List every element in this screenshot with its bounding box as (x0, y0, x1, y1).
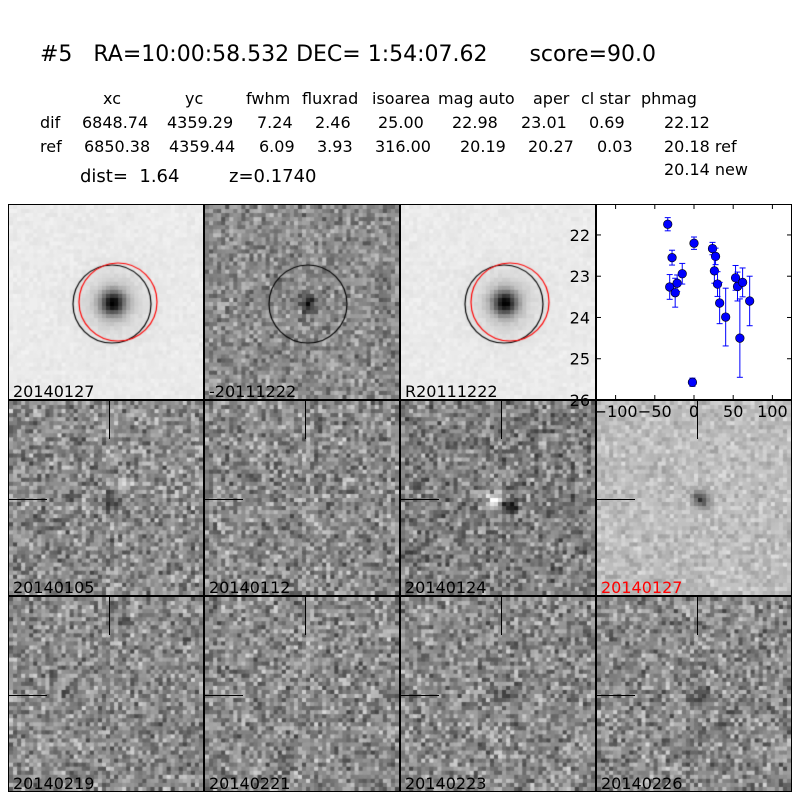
table-cell: 6850.38 (84, 137, 151, 156)
image-stamp[interactable]: 20140105 (8, 400, 204, 596)
image-stamp[interactable]: 20140223 (400, 596, 596, 792)
table-cell: 22.98 (452, 113, 498, 132)
crosshair-tick (305, 401, 306, 439)
column-header: isoarea (372, 89, 431, 108)
image-stamp[interactable]: R20111222 (400, 204, 596, 400)
y-tick-label: 22 (570, 226, 590, 245)
crosshair-tick (401, 695, 439, 696)
data-point (721, 312, 731, 322)
image-stamp[interactable]: 20140226 (596, 596, 792, 792)
data-point (712, 279, 723, 289)
row-name: ref (40, 137, 62, 156)
y-tick-label: 26 (570, 391, 590, 410)
x-tick-label: 0 (688, 402, 700, 421)
stamp-date-label: 20140219 (13, 774, 95, 792)
x-tick-label: −50 (637, 402, 672, 421)
x-tick-label: 50 (723, 402, 744, 421)
crosshair-tick (697, 401, 698, 439)
crosshair-tick (401, 499, 439, 500)
column-header: cl star (581, 89, 631, 108)
table-cell: 20.19 (460, 137, 506, 156)
dist-text: dist= 1.64 (80, 166, 180, 187)
table-cell: 316.00 (375, 137, 431, 156)
data-point (689, 238, 699, 248)
data-point (672, 278, 682, 288)
crosshair-tick (597, 499, 635, 500)
table-cell: 6848.74 (82, 113, 149, 132)
data-point (665, 282, 675, 292)
data-point (667, 253, 677, 263)
crosshair-tick (205, 499, 243, 500)
crosshair-tick (697, 597, 698, 635)
x-tick-label: −100 (593, 402, 638, 421)
image-stamp[interactable]: 20140219 (8, 596, 204, 792)
table-cell: 2.46 (315, 113, 351, 132)
light-curve-plot: 22 23 24 25 26 (570, 204, 792, 410)
y-tick-label: 24 (570, 308, 590, 327)
data-point (709, 266, 719, 276)
crosshair-tick (305, 597, 306, 635)
crosshair-tick (9, 499, 47, 500)
table-cell: 4359.29 (167, 113, 234, 132)
image-stamp[interactable]: -20111222 (204, 204, 400, 400)
stamp-date-label: 20140105 (13, 578, 95, 596)
table-cell: 6.09 (259, 137, 295, 156)
stamp-date-label: 20140112 (209, 578, 291, 596)
table-cell: 25.00 (378, 113, 424, 132)
y-tick-label: 25 (570, 350, 590, 369)
column-header: mag auto (438, 89, 515, 108)
page-title: #5 RA=10:00:58.532 DEC= 1:54:07.62 score… (40, 42, 656, 67)
stamp-date-label: 20140127 (601, 578, 683, 596)
image-stamp[interactable]: 20140221 (204, 596, 400, 792)
column-header: phmag (641, 89, 697, 108)
data-point (745, 296, 755, 306)
data-point (677, 269, 687, 279)
stamp-date-label: 20140223 (405, 774, 487, 792)
image-stamp[interactable]: 20140112 (204, 400, 400, 596)
stamp-date-label: 20140124 (405, 578, 487, 596)
table-cell: 20.27 (528, 137, 574, 156)
data-point (735, 333, 745, 343)
crosshair-tick (109, 401, 110, 439)
table-cell: 3.93 (317, 137, 353, 156)
table-cell: 22.12 (664, 113, 710, 132)
crosshair-tick (501, 401, 502, 439)
crosshair-tick (597, 695, 635, 696)
column-header: xc (103, 89, 121, 108)
data-point (738, 277, 748, 287)
stamp-date-label: R20111222 (405, 382, 498, 400)
stamp-date-label: -20111222 (209, 382, 297, 400)
crosshair-tick (501, 597, 502, 635)
table-cell: 0.69 (589, 113, 625, 132)
table-cell: 4359.44 (169, 137, 236, 156)
image-stamp[interactable]: 20140127 (8, 204, 204, 400)
redshift-text: z=0.1740 (229, 166, 317, 187)
image-stamp[interactable]: 20140127 (596, 400, 792, 596)
table-cell: 23.01 (521, 113, 567, 132)
image-stamp[interactable]: 20140124 (400, 400, 596, 596)
crosshair-tick (205, 695, 243, 696)
column-header: yc (185, 89, 204, 108)
x-tick-label: 100 (757, 402, 788, 421)
stamp-date-label: 20140226 (601, 774, 683, 792)
stamp-date-label: 20140127 (13, 382, 95, 400)
plot-frame (596, 204, 792, 400)
column-header: fwhm (246, 89, 291, 108)
data-point (710, 251, 721, 262)
table-cell: 0.03 (597, 137, 633, 156)
table-cell: 20.18 ref (664, 137, 737, 156)
y-tick-label: 23 (570, 267, 590, 286)
data-point (663, 219, 673, 229)
table-cell: 7.24 (257, 113, 293, 132)
crosshair-tick (109, 597, 110, 635)
data-point (670, 288, 680, 298)
row-name: dif (40, 113, 61, 132)
column-header: fluxrad (302, 89, 359, 108)
stamp-date-label: 20140221 (209, 774, 291, 792)
phmag-new: 20.14 new (664, 160, 748, 179)
column-header: aper (533, 89, 570, 108)
crosshair-tick (9, 695, 47, 696)
data-point (715, 298, 725, 308)
data-point (687, 377, 698, 387)
